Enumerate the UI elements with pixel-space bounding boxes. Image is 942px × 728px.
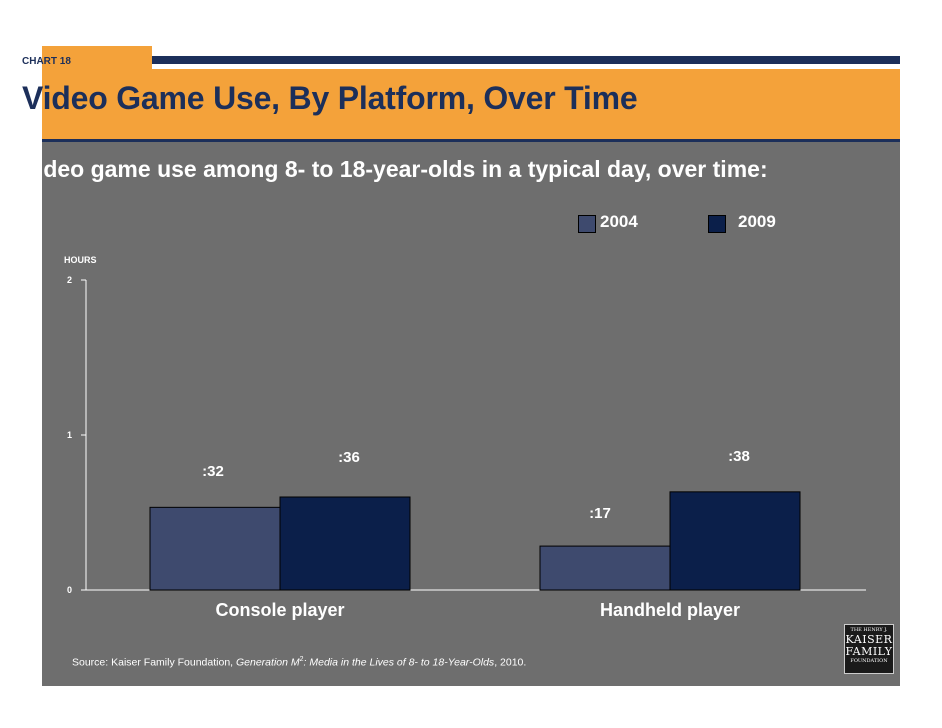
data-label: :32 (202, 463, 224, 480)
y-tick-label: 1 (67, 430, 72, 440)
data-label: :17 (589, 505, 611, 522)
bar-2004-handheld (539, 545, 671, 591)
source-suffix: , 2010. (494, 656, 527, 669)
source-superscript: 2 (299, 656, 304, 663)
bar-2004-console (149, 506, 281, 591)
legend-swatch-2004 (578, 215, 596, 233)
bar-2009-handheld (669, 491, 801, 591)
y-axis-title: HOURS (64, 255, 97, 265)
source-title-rest: : Media in the Lives of 8- to 18-Year-Ol… (303, 656, 495, 669)
data-label: :38 (728, 448, 750, 465)
x-category-label: Handheld player (600, 600, 740, 620)
data-label: :36 (338, 449, 360, 466)
legend-swatch-2009 (708, 215, 726, 233)
logo-line-4: FOUNDATION (850, 658, 888, 664)
logo-line-2: KAISER (845, 633, 893, 646)
logo-line-3: FAMILY (845, 645, 893, 658)
slide (42, 46, 900, 686)
chart-number-tab (42, 46, 152, 69)
chart-background (42, 142, 900, 686)
page-title: Video Game Use, By Platform, Over Time (22, 80, 638, 116)
y-tick-label: 0 (67, 585, 72, 595)
kaiser-logo: THE HENRY J. KAISER FAMILY FOUNDATION (844, 624, 894, 674)
header-stripe (152, 56, 900, 64)
legend-label-2009: 2009 (738, 212, 776, 231)
source-note: Source: Kaiser Family Foundation, Genera… (72, 656, 526, 669)
legend: 2004 2009 (578, 212, 818, 234)
legend-label-2004: 2004 (600, 212, 638, 231)
title-underline (42, 139, 900, 142)
y-tick-label: 2 (67, 275, 72, 285)
source-prefix: Source: Kaiser Family Foundation, (72, 656, 236, 669)
title-band (42, 69, 900, 139)
x-category-label: Console player (215, 600, 344, 620)
logo-line-1: THE HENRY J. (850, 627, 888, 633)
chart-subtitle: Video game use among 8- to 18-year-olds … (22, 156, 768, 182)
bar-2009-console (279, 496, 411, 591)
chart-number: CHART 18 (22, 56, 71, 67)
source-title: Generation M (236, 656, 300, 669)
